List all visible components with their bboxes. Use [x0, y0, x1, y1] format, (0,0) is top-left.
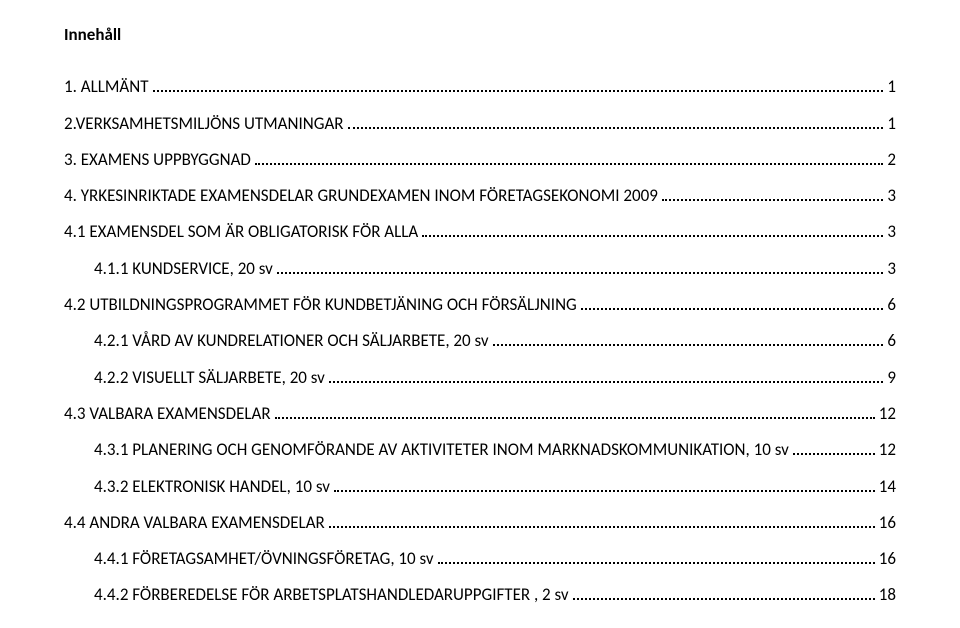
toc-entry-page: 18 [879, 584, 896, 605]
toc-entry-page: 16 [879, 548, 896, 569]
toc-leader-dots [438, 547, 875, 564]
toc-entry-page: 12 [879, 439, 896, 460]
toc-entry-page: 6 [887, 330, 896, 351]
toc-entry: 4.2.2 VISUELLT SÄLJARBETE, 20 sv 9 [64, 365, 896, 387]
toc-entry-label: 4.4.2 FÖRBEREDELSE FÖR ARBETSPLATSHANDLE… [94, 584, 569, 605]
toc-entry-label: 1. ALLMÄNT [64, 76, 149, 97]
toc-entry: 4.3.2 ELEKTRONISK HANDEL, 10 sv 14 [64, 474, 896, 496]
toc-entry-page: 14 [879, 476, 896, 497]
toc-entry-page: 3 [887, 221, 896, 242]
toc-leader-dots [581, 293, 884, 310]
toc-entry: 4.4.2 FÖRBEREDELSE FÖR ARBETSPLATSHANDLE… [64, 583, 896, 605]
toc-entry-label: 4.4 ANDRA VALBARA EXAMENSDELAR [64, 512, 325, 533]
toc-entry: 1. ALLMÄNT 1 [64, 75, 896, 97]
toc-entry-page: 3 [887, 185, 896, 206]
toc-entry: 4.4 ANDRA VALBARA EXAMENSDELAR 16 [64, 511, 896, 533]
toc-leader-dots [422, 220, 883, 237]
toc-entry-page: 9 [887, 367, 896, 388]
toc-leader-dots [329, 365, 884, 382]
toc-leader-dots [275, 402, 875, 419]
table-of-contents: 1. ALLMÄNT12.VERKSAMHETSMILJÖNS UTMANING… [64, 75, 896, 605]
toc-entry-label: 4.2.1 VÅRD AV KUNDRELATIONER OCH SÄLJARB… [94, 330, 489, 351]
toc-entry-page: 6 [887, 294, 896, 315]
toc-leader-dots [277, 256, 884, 273]
toc-leader-dots [793, 438, 875, 455]
toc-entry-label: 4.4.1 FÖRETAGSAMHET/ÖVNINGSFÖRETAG, 10 s… [94, 548, 434, 569]
toc-entry-page: 1 [887, 113, 896, 134]
toc-leader-dots [348, 111, 884, 128]
toc-entry: 2.VERKSAMHETSMILJÖNS UTMANINGAR 1 [64, 111, 896, 133]
toc-leader-dots [334, 474, 875, 491]
document-page: Innehåll 1. ALLMÄNT12.VERKSAMHETSMILJÖNS… [0, 0, 960, 628]
toc-entry: 4.1.1 KUNDSERVICE, 20 sv 3 [64, 256, 896, 278]
toc-entry-label: 4.2 UTBILDNINGSPROGRAMMET FÖR KUNDBETJÄN… [64, 294, 577, 315]
toc-entry-page: 16 [879, 512, 896, 533]
toc-leader-dots [662, 184, 884, 201]
toc-entry-label: 3. EXAMENS UPPBYGGNAD [64, 149, 251, 170]
toc-leader-dots [573, 583, 875, 600]
toc-entry-label: 4.3.1 PLANERING OCH GENOMFÖRANDE AV AKTI… [94, 439, 789, 460]
toc-heading: Innehåll [64, 24, 896, 45]
toc-entry: 4.2 UTBILDNINGSPROGRAMMET FÖR KUNDBETJÄN… [64, 293, 896, 315]
toc-entry: 4. YRKESINRIKTADE EXAMENSDELAR GRUNDEXAM… [64, 184, 896, 206]
toc-entry-label: 2.VERKSAMHETSMILJÖNS UTMANINGAR [64, 113, 344, 134]
toc-leader-dots [329, 511, 875, 528]
toc-entry-label: 4.3.2 ELEKTRONISK HANDEL, 10 sv [94, 476, 330, 497]
toc-entry-page: 12 [879, 403, 896, 424]
toc-entry: 4.3 VALBARA EXAMENSDELAR 12 [64, 402, 896, 424]
toc-entry-label: 4.2.2 VISUELLT SÄLJARBETE, 20 sv [94, 367, 325, 388]
toc-entry-page: 3 [887, 258, 896, 279]
toc-entry-label: 4.1.1 KUNDSERVICE, 20 sv [94, 258, 273, 279]
toc-leader-dots [493, 329, 884, 346]
toc-leader-dots [153, 75, 884, 92]
toc-leader-dots [255, 148, 884, 165]
toc-entry-label: 4.3 VALBARA EXAMENSDELAR [64, 403, 271, 424]
toc-entry-page: 1 [887, 76, 896, 97]
toc-entry: 4.4.1 FÖRETAGSAMHET/ÖVNINGSFÖRETAG, 10 s… [64, 547, 896, 569]
toc-entry: 3. EXAMENS UPPBYGGNAD 2 [64, 148, 896, 170]
toc-entry: 4.1 EXAMENSDEL SOM ÄR OBLIGATORISK FÖR A… [64, 220, 896, 242]
toc-entry-label: 4. YRKESINRIKTADE EXAMENSDELAR GRUNDEXAM… [64, 185, 658, 206]
toc-entry: 4.2.1 VÅRD AV KUNDRELATIONER OCH SÄLJARB… [64, 329, 896, 351]
toc-entry-page: 2 [887, 149, 896, 170]
toc-entry: 4.3.1 PLANERING OCH GENOMFÖRANDE AV AKTI… [64, 438, 896, 460]
toc-entry-label: 4.1 EXAMENSDEL SOM ÄR OBLIGATORISK FÖR A… [64, 221, 418, 242]
